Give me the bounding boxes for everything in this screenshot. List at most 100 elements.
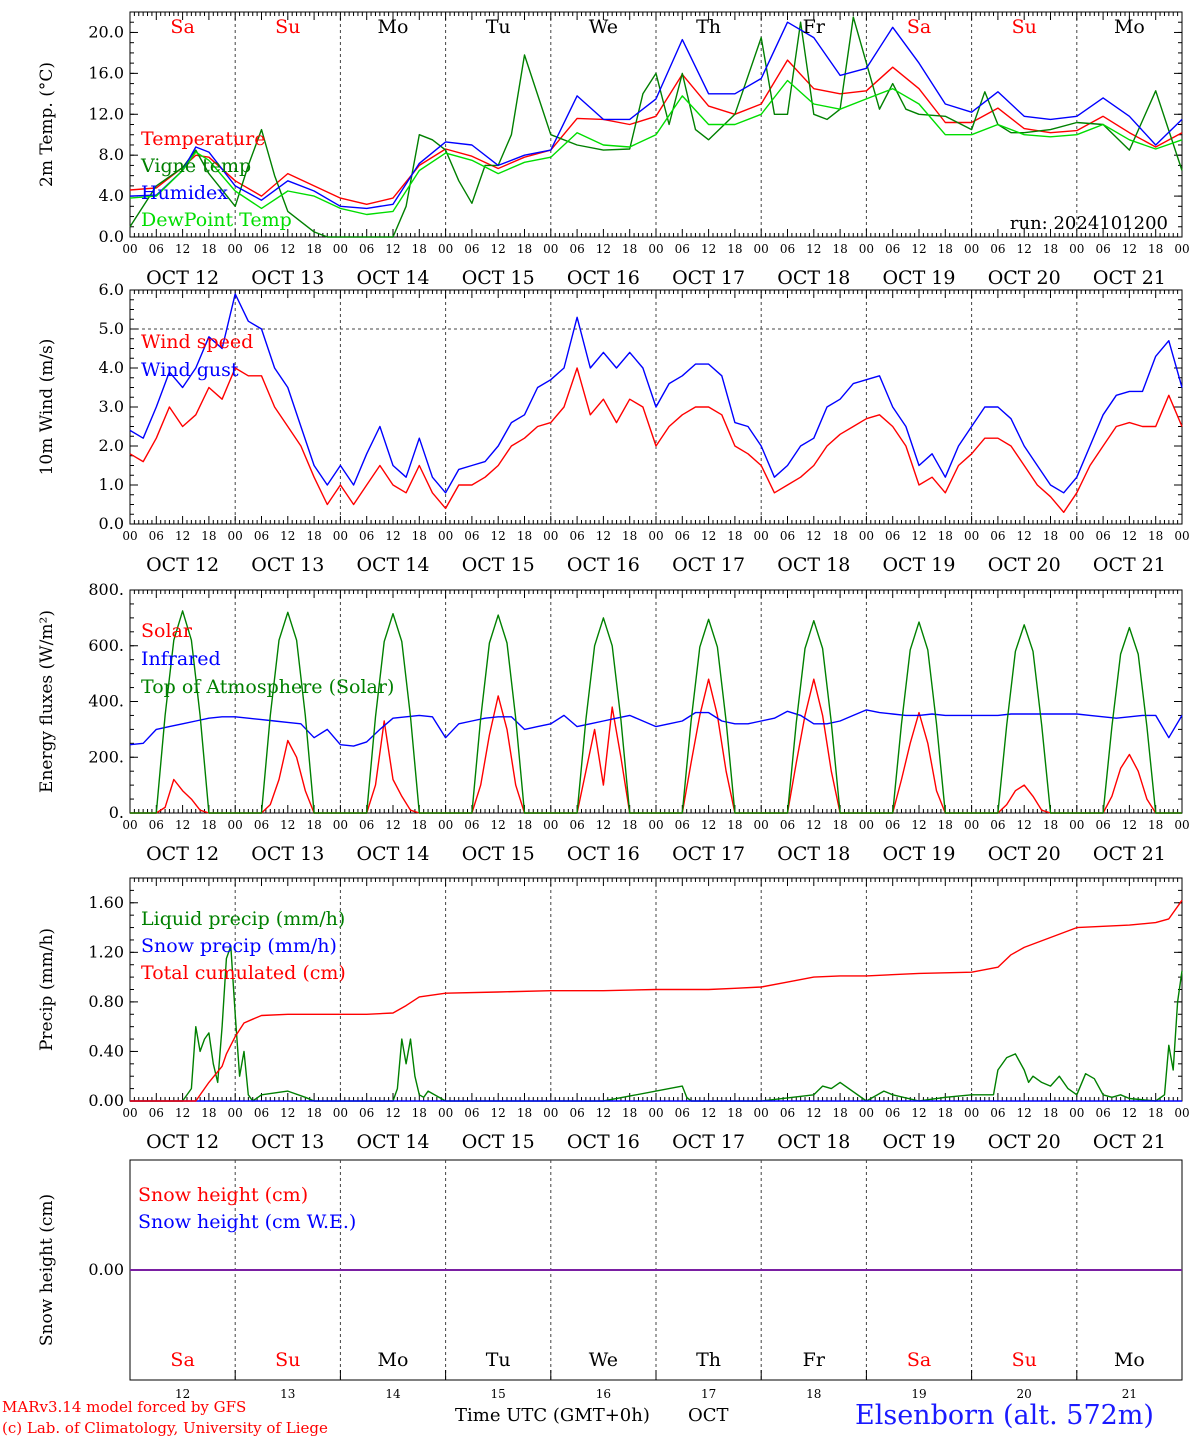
series-line [130, 945, 1183, 1102]
hour-tick-label: 06 [885, 1106, 900, 1120]
series-line [129, 709, 1183, 747]
date-label: OCT 14 [356, 1131, 429, 1153]
hour-tick-label: 06 [254, 818, 269, 832]
weekday-label: We [589, 1349, 618, 1371]
hour-tick-label: 06 [780, 529, 795, 543]
weekday-label: We [589, 16, 618, 38]
date-label: OCT 14 [356, 554, 429, 576]
hour-tick-label: 18 [938, 818, 953, 832]
hour-tick-label: 12 [280, 818, 295, 832]
hour-tick-label: 18 [938, 529, 953, 543]
y-tick-label: 12.0 [88, 104, 124, 123]
hour-tick-label: 06 [359, 529, 374, 543]
hour-tick-label: 12 [385, 529, 400, 543]
date-label: OCT 20 [988, 267, 1061, 289]
hour-tick-label: 00 [1069, 818, 1084, 832]
weekday-label: Mo [1114, 1349, 1145, 1371]
hour-tick-label: 18 [306, 529, 321, 543]
hour-tick-label: 18 [938, 1106, 953, 1120]
hour-tick-label: 00 [1069, 1106, 1084, 1120]
time-axis-title: Time UTC (GMT+0h) [455, 1405, 650, 1426]
day-number-label: 14 [385, 1387, 401, 1401]
hour-tick-label: 18 [306, 1106, 321, 1120]
hour-tick-label: 12 [175, 818, 190, 832]
hour-tick-label: 06 [569, 818, 584, 832]
hour-tick-label: 18 [622, 529, 637, 543]
hour-tick-label: 18 [412, 242, 427, 256]
plot-frame [129, 11, 1183, 238]
date-label: OCT 21 [1093, 843, 1166, 865]
y-tick-label: 8.0 [99, 145, 124, 164]
y-axis-label: 10m Wind (m/s) [37, 339, 57, 476]
y-tick-label: 0.00 [88, 1260, 124, 1279]
hour-tick-label: 06 [254, 529, 269, 543]
date-label: OCT 15 [462, 1131, 535, 1153]
date-label: OCT 12 [146, 1131, 219, 1153]
date-label: OCT 17 [672, 1131, 745, 1153]
weekday-label: Sa [170, 16, 194, 38]
hour-tick-label: 12 [1017, 818, 1032, 832]
panel-3: 0. 200. 400. 600. 800. Energy fluxes (W/m²) 00… [37, 580, 1190, 865]
date-label: OCT 16 [567, 267, 640, 289]
hour-tick-label: 00 [1174, 242, 1189, 256]
y-tick-label: 20.0 [88, 22, 124, 41]
y-tick-label: 200. [88, 747, 124, 766]
y-tick-label: 5.0 [99, 319, 124, 338]
date-label: OCT 12 [146, 554, 219, 576]
date-label: OCT 12 [146, 843, 219, 865]
hour-tick-label: 00 [438, 529, 453, 543]
series-line [129, 16, 1183, 238]
y-tick-label: 16.0 [88, 63, 124, 82]
hour-tick-label: 00 [228, 818, 243, 832]
hour-tick-label: 06 [990, 242, 1005, 256]
date-label: OCT 13 [251, 267, 324, 289]
hour-tick-label: 00 [859, 242, 874, 256]
hour-tick-label: 12 [491, 242, 506, 256]
hour-tick-label: 00 [1174, 1106, 1189, 1120]
date-label: OCT 16 [567, 1131, 640, 1153]
hour-tick-label: 00 [228, 1106, 243, 1120]
legend-entry: Top of Atmosphere (Solar) [141, 676, 394, 698]
weekday-label: Tu [486, 1349, 511, 1371]
hour-tick-label: 12 [596, 818, 611, 832]
y-tick-label: 800. [88, 580, 124, 599]
series-line [129, 79, 1183, 216]
date-label: OCT 20 [988, 554, 1061, 576]
date-label: OCT 13 [251, 1131, 324, 1153]
y-tick-label: 0.0 [99, 514, 124, 533]
hour-tick-label: 18 [1043, 242, 1058, 256]
date-label: OCT 21 [1093, 267, 1166, 289]
hour-tick-label: 18 [201, 1106, 216, 1120]
hour-tick-label: 18 [727, 1106, 742, 1120]
date-label: OCT 18 [777, 554, 850, 576]
hour-tick-label: 18 [517, 818, 532, 832]
hour-tick-label: 18 [832, 1106, 847, 1120]
hour-tick-label: 06 [780, 818, 795, 832]
weekday-label: Sa [170, 1349, 194, 1371]
date-label: OCT 19 [882, 843, 955, 865]
hour-tick-label: 12 [175, 1106, 190, 1120]
hour-tick-label: 12 [806, 818, 821, 832]
hour-tick-label: 12 [911, 242, 926, 256]
hour-tick-label: 00 [648, 529, 663, 543]
hour-tick-label: 00 [648, 242, 663, 256]
hour-tick-label: 00 [122, 242, 137, 256]
series-line [130, 610, 1182, 814]
weekday-label: Sa [907, 1349, 931, 1371]
date-label: OCT 19 [882, 554, 955, 576]
legend-entry: Wind speed [141, 331, 253, 353]
hour-tick-label: 00 [754, 242, 769, 256]
hour-tick-label: 00 [122, 529, 137, 543]
hour-tick-label: 12 [596, 529, 611, 543]
date-label: OCT 21 [1093, 554, 1166, 576]
hour-tick-label: 12 [385, 818, 400, 832]
hour-tick-label: 00 [859, 1106, 874, 1120]
hour-tick-label: 06 [1095, 818, 1110, 832]
hour-tick-label: 12 [1122, 1106, 1137, 1120]
y-tick-label: 0.80 [88, 992, 124, 1011]
date-label: OCT 20 [988, 843, 1061, 865]
y-tick-label: 1.20 [88, 942, 124, 961]
date-label: OCT 15 [462, 267, 535, 289]
credit-info: (c) Lab. of Climatology, University of L… [2, 1419, 328, 1437]
